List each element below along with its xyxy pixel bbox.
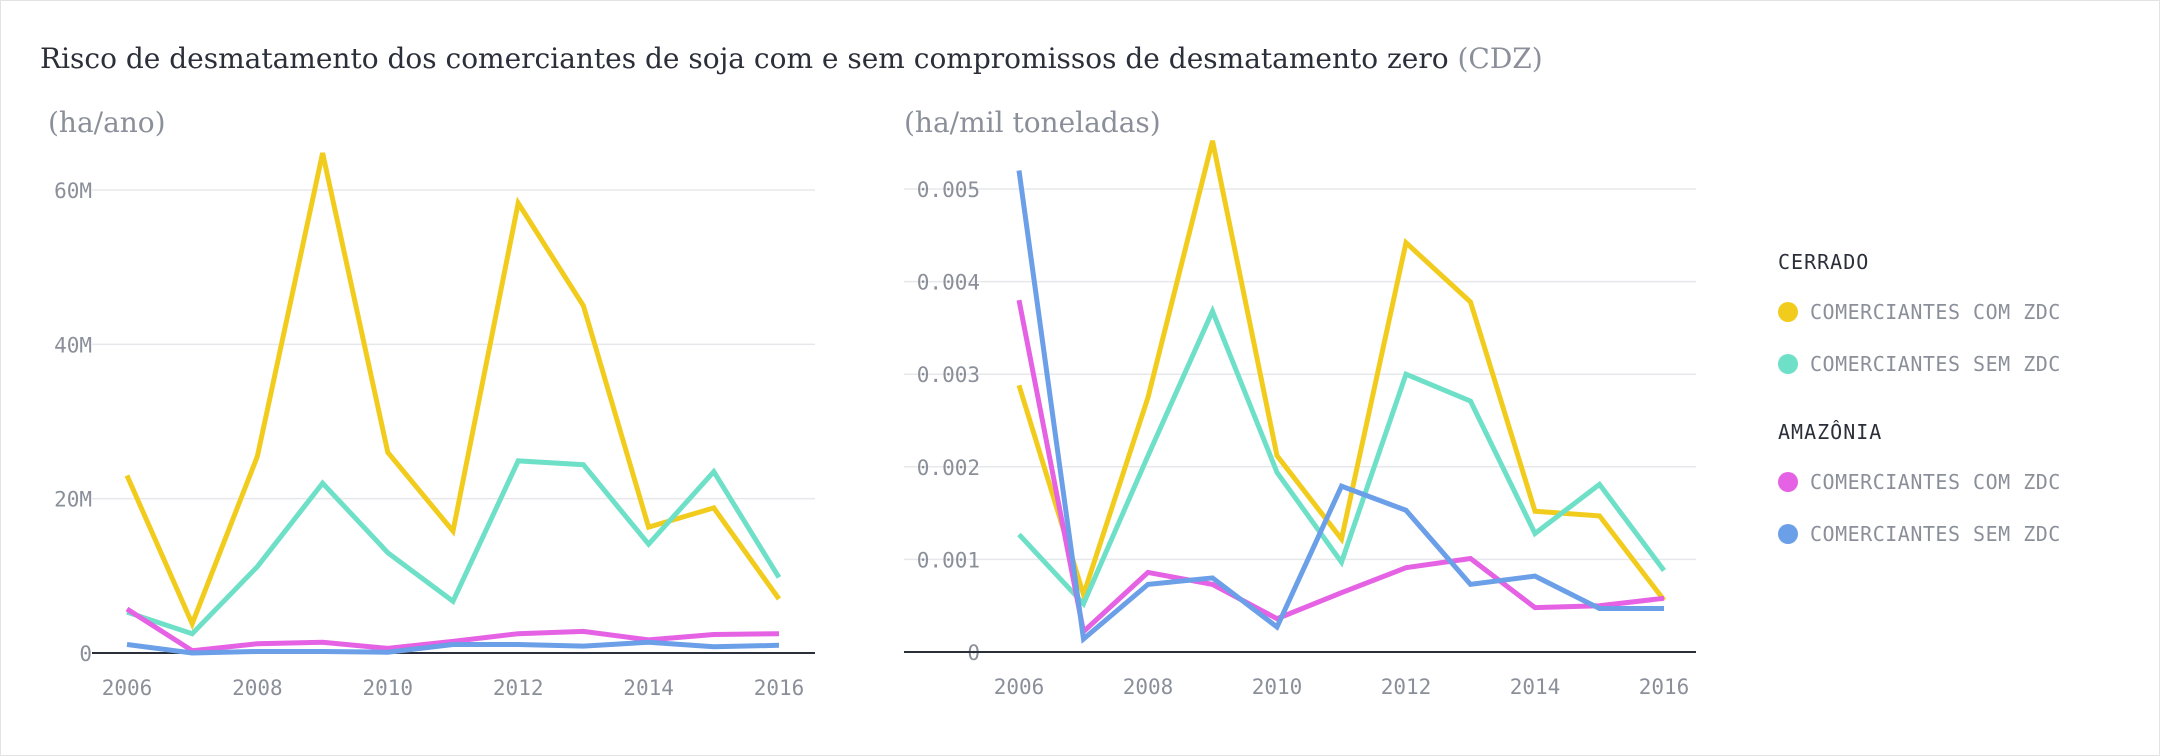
chart-title: Risco de desmatamento dos comerciantes d… — [40, 42, 1543, 75]
left-y-tick-label: 60M — [54, 179, 92, 203]
right-x-tick-label: 2012 — [1381, 675, 1432, 699]
right-series-line-cerrado-comerciantes-sem-zdc[interactable] — [1017, 304, 1667, 609]
right-line-chart: 00.0010.0020.0030.0040.00520062008201020… — [904, 140, 1696, 699]
right-x-tick-label: 2010 — [1252, 675, 1303, 699]
right-x-tick-label: 2014 — [1510, 675, 1561, 699]
left-x-tick-label: 2010 — [363, 676, 414, 700]
legend-group-title-cerrado: CERRADO — [1778, 250, 1870, 274]
legend-swatch — [1778, 354, 1798, 374]
right-series-line-amazonia-comerciantes-com-zdc[interactable] — [1016, 299, 1665, 637]
left-y-tick-label: 20M — [54, 488, 92, 512]
right-y-tick-label: 0.002 — [917, 456, 980, 480]
legend-group-title-amazonia: AMAZÔNIA — [1778, 420, 1883, 444]
legend-item-label: COMERCIANTES COM ZDC — [1810, 300, 2061, 324]
right-y-tick-label: 0.001 — [917, 548, 980, 572]
left-x-tick-label: 2016 — [754, 676, 805, 700]
left-x-tick-label: 2014 — [623, 676, 674, 700]
right-series-line-amazonia-comerciantes-sem-zdc[interactable] — [1016, 170, 1664, 644]
right-x-tick-label: 2006 — [994, 675, 1045, 699]
right-series-line-cerrado-comerciantes-com-zdc[interactable] — [1016, 140, 1666, 603]
chart-title-suffix: (CDZ) — [1457, 42, 1543, 75]
legend-swatch — [1778, 472, 1798, 492]
chart-title-main: Risco de desmatamento dos comerciantes d… — [40, 42, 1449, 75]
legend-item-cerrado-sem-zdc[interactable]: COMERCIANTES SEM ZDC — [1778, 350, 2061, 378]
right-y-tick-label: 0.004 — [917, 271, 980, 295]
legend: CERRADO COMERCIANTES COM ZDC COMERCIANTE… — [1778, 248, 2061, 572]
left-y-tick-label: 0 — [79, 642, 92, 666]
legend-item-amazonia-sem-zdc[interactable]: COMERCIANTES SEM ZDC — [1778, 520, 2061, 548]
left-x-tick-label: 2008 — [232, 676, 283, 700]
legend-swatch — [1778, 524, 1798, 544]
right-x-tick-label: 2008 — [1123, 675, 1174, 699]
left-series-line-amazonia-comerciantes-com-zdc[interactable] — [125, 606, 780, 654]
left-x-tick-label: 2012 — [493, 676, 544, 700]
legend-item-label: COMERCIANTES SEM ZDC — [1810, 522, 2061, 546]
legend-item-label: COMERCIANTES SEM ZDC — [1810, 352, 2061, 376]
left-line-chart: 0 20M 40M 60M 2006 2008 2010 2012 2014 2016 — [54, 152, 815, 700]
legend-swatch — [1778, 302, 1798, 322]
right-y-tick-label: 0.005 — [917, 178, 980, 202]
left-x-tick-label: 2006 — [102, 676, 153, 700]
left-chart-unit-label: (ha/ano) — [48, 106, 166, 139]
left-series-line-amazonia-comerciantes-sem-zdc[interactable] — [126, 639, 780, 656]
left-series-line-cerrado-comerciantes-sem-zdc[interactable] — [126, 458, 782, 637]
right-x-tick-label: 2016 — [1639, 675, 1690, 699]
legend-item-amazonia-com-zdc[interactable]: COMERCIANTES COM ZDC — [1778, 468, 2061, 496]
legend-item-label: COMERCIANTES COM ZDC — [1810, 470, 2061, 494]
right-chart-unit-label: (ha/mil toneladas) — [904, 106, 1161, 139]
right-y-tick-label: 0.003 — [917, 363, 980, 387]
legend-item-cerrado-com-zdc[interactable]: COMERCIANTES COM ZDC — [1778, 298, 2061, 326]
left-y-tick-label: 40M — [54, 333, 92, 357]
